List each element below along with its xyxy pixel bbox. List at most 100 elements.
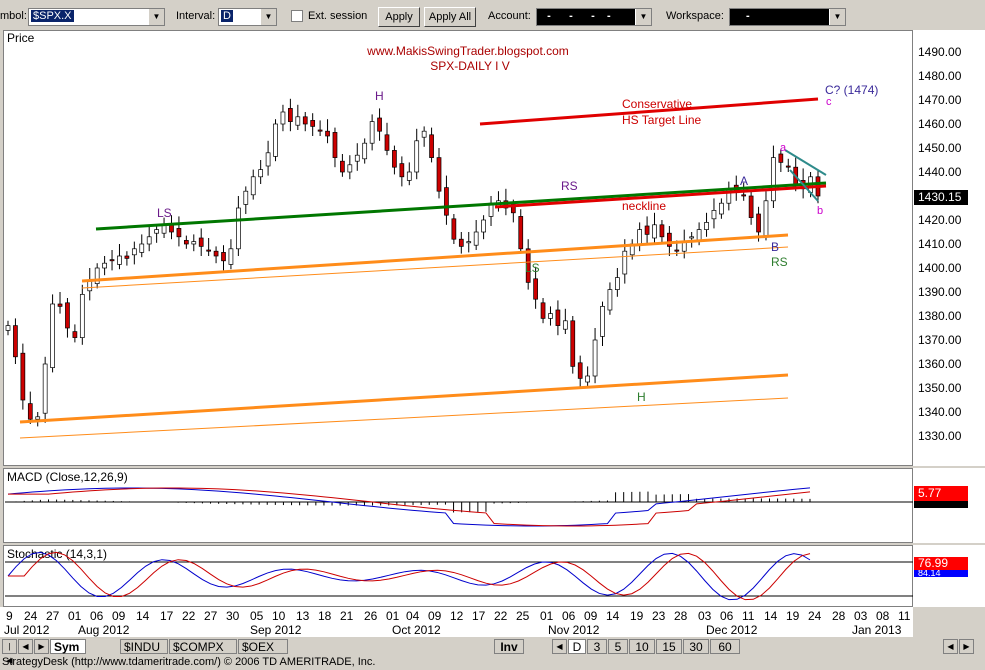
workspace-value[interactable]: - bbox=[746, 10, 750, 22]
tab-10[interactable]: 10 bbox=[629, 639, 655, 654]
orange-channel-upper-thin bbox=[81, 246, 789, 289]
candle-body bbox=[763, 200, 769, 236]
x-month-label: Jul 2012 bbox=[4, 623, 50, 637]
candle-body bbox=[637, 229, 643, 245]
x-month-label: Oct 2012 bbox=[392, 623, 441, 637]
x-day-label: 14 bbox=[764, 609, 778, 623]
x-day-label: 09 bbox=[112, 609, 126, 623]
symbol-combo[interactable]: $SPX.X ▼ bbox=[28, 8, 165, 26]
tab-d[interactable]: D bbox=[568, 639, 586, 654]
x-day-label: 26 bbox=[364, 609, 378, 623]
prev-icon[interactable]: ◀ bbox=[552, 639, 567, 654]
chart-title: SPX-DAILY I V bbox=[430, 59, 510, 73]
candle-body bbox=[154, 229, 159, 234]
tab-inv[interactable]: Inv bbox=[494, 639, 524, 654]
price-tick-label: 1470.00 bbox=[918, 93, 962, 107]
account-combo[interactable]: - - - - ▼ bbox=[536, 8, 652, 26]
price-tick-label: 1380.00 bbox=[918, 309, 962, 323]
apply-button[interactable]: Apply bbox=[378, 7, 420, 27]
macd-panel[interactable] bbox=[3, 468, 913, 543]
candle-body bbox=[57, 303, 63, 307]
chevron-down-icon[interactable]: ▼ bbox=[148, 9, 164, 25]
annot-conservative-1: Conservative bbox=[622, 97, 692, 111]
candle-body bbox=[221, 252, 226, 262]
apply-all-button[interactable]: Apply All bbox=[424, 7, 476, 27]
x-day-label: 12 bbox=[450, 609, 464, 623]
prev-icon[interactable]: ◀ bbox=[18, 639, 33, 654]
candle-body bbox=[466, 241, 472, 244]
tab-3[interactable]: 3 bbox=[587, 639, 607, 654]
scroll-left-icon[interactable]: ◀ bbox=[943, 639, 958, 654]
flag-upper-line bbox=[784, 149, 827, 176]
candle-body bbox=[35, 416, 41, 420]
candle-body bbox=[13, 325, 18, 358]
candle-body bbox=[548, 313, 553, 319]
workspace-combo[interactable]: - ▼ bbox=[729, 8, 846, 26]
x-month-label: Dec 2012 bbox=[706, 623, 758, 637]
tab-5[interactable]: 5 bbox=[608, 639, 628, 654]
stoch-panel[interactable] bbox=[3, 545, 913, 607]
macd-signal-tag bbox=[914, 501, 968, 508]
ext-session-checkbox[interactable] bbox=[291, 10, 303, 22]
flag-lower-line bbox=[789, 169, 819, 202]
tab-15[interactable]: 15 bbox=[656, 639, 682, 654]
x-month-label: Nov 2012 bbox=[548, 623, 600, 637]
x-day-label: 01 bbox=[540, 609, 554, 623]
chevron-down-icon[interactable]: ▼ bbox=[260, 9, 276, 25]
price-chart[interactable]: www.MakisSwingTrader.blogspot.com SPX-DA… bbox=[0, 0, 985, 470]
candle-body bbox=[622, 250, 628, 275]
account-value[interactable]: - - - - bbox=[541, 10, 611, 22]
candle-body bbox=[295, 116, 301, 126]
tab-30[interactable]: 30 bbox=[683, 639, 709, 654]
tab-indu[interactable]: $INDU bbox=[120, 639, 168, 654]
x-day-label: 01 bbox=[386, 609, 400, 623]
price-tick-label: 1420.00 bbox=[918, 213, 962, 227]
stoch-k-line bbox=[7, 551, 811, 601]
candle-body bbox=[414, 140, 420, 173]
ext-session-label: Ext. session bbox=[308, 10, 368, 22]
candle-body bbox=[741, 194, 747, 197]
candle-body bbox=[198, 237, 204, 247]
x-day-label: 9 bbox=[6, 609, 13, 623]
x-day-label: 17 bbox=[160, 609, 174, 623]
annot-b-upper: B bbox=[771, 240, 779, 254]
next-icon[interactable]: ▶ bbox=[34, 639, 49, 654]
candle-body bbox=[696, 229, 702, 241]
tab-oex[interactable]: $OEX bbox=[238, 639, 288, 654]
candle-body bbox=[644, 225, 650, 235]
price-tick-label: 1480.00 bbox=[918, 69, 962, 83]
tab-sym[interactable]: Sym bbox=[50, 639, 86, 654]
x-axis: 9 24 27 01 06 09 14 17 22 27 30 05 10 13 18 21 26 01 04 09 1… bbox=[0, 607, 913, 637]
annot-h-top: H bbox=[375, 89, 384, 103]
scroll-right-icon[interactable]: ▶ bbox=[959, 639, 974, 654]
tab-60[interactable]: 60 bbox=[710, 639, 740, 654]
candle-body bbox=[117, 255, 122, 265]
interval-value[interactable]: D bbox=[221, 10, 233, 22]
x-day-label: 13 bbox=[296, 609, 310, 623]
interval-combo[interactable]: D ▼ bbox=[218, 8, 277, 26]
neckline-green-line bbox=[95, 181, 827, 231]
x-month-label: Sep 2012 bbox=[250, 623, 302, 637]
interval-label: Interval: bbox=[176, 10, 216, 22]
x-day-label: 09 bbox=[428, 609, 442, 623]
x-day-label: 21 bbox=[340, 609, 354, 623]
candle-body bbox=[213, 250, 219, 257]
candle-body bbox=[399, 163, 405, 178]
price-tick-label: 1370.00 bbox=[918, 333, 962, 347]
candle-body bbox=[102, 262, 107, 269]
candle-body bbox=[392, 150, 397, 168]
first-icon[interactable]: |◀ bbox=[2, 639, 17, 665]
toolbar: mbol: $SPX.X ▼ Interval: D ▼ Ext. sessio… bbox=[0, 0, 985, 34]
symbol-value[interactable]: $SPX.X bbox=[31, 10, 74, 22]
chevron-down-icon[interactable]: ▼ bbox=[829, 9, 845, 25]
tab-compx[interactable]: $COMPX bbox=[169, 639, 237, 654]
chevron-down-icon[interactable]: ▼ bbox=[635, 9, 651, 25]
x-month-label: Aug 2012 bbox=[78, 623, 130, 637]
candle-body bbox=[785, 165, 791, 168]
candle-body bbox=[592, 339, 598, 377]
stoch-chart bbox=[5, 551, 913, 601]
candle-body bbox=[362, 142, 368, 160]
status-text: StrategyDesk (http://www.tdameritrade.co… bbox=[2, 656, 376, 668]
x-day-label: 03 bbox=[698, 609, 712, 623]
candle-body bbox=[347, 164, 353, 173]
